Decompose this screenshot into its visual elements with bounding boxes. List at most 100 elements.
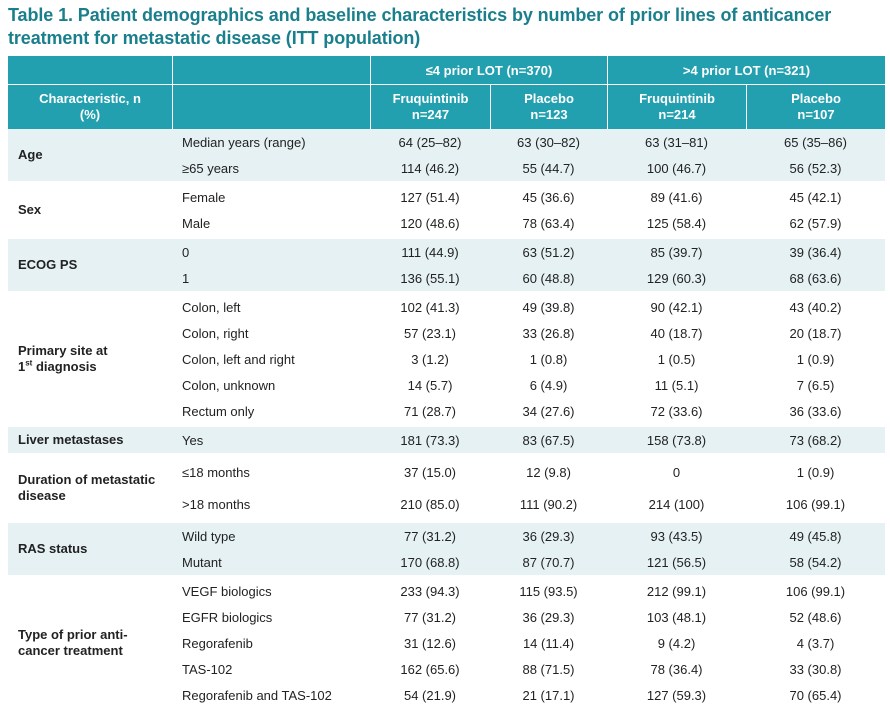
value-cell: 111 (90.2) <box>519 496 578 512</box>
subcategory-label: Colon, left <box>172 291 370 320</box>
value-cell: 14 (11.4) <box>522 635 575 651</box>
value-cell: 111 (44.9) <box>370 236 490 265</box>
value-cell: 64 (25–82) <box>370 129 490 155</box>
table-row: ECOG PS 0 111 (44.9) 63 (51.2) 85 (39.7) 39 (… <box>8 236 885 291</box>
value-cell: 31 (12.6) <box>403 635 457 651</box>
value-cell: 136 (55.1) <box>370 265 490 291</box>
table-row: Type of prior anti-cancer treatment VEGF … <box>8 575 885 658</box>
value-cell: 58 (54.2) <box>746 549 885 575</box>
table-row: Age Median years (range) 64 (25–82) 63 (30–… <box>8 129 885 181</box>
value-cell: 1 (0.5) <box>657 351 696 367</box>
value-cell: 1 (0.8) <box>529 351 568 367</box>
value-cell: 77 (31.2) <box>403 609 457 625</box>
value-cell: 106 (99.1) <box>746 575 885 604</box>
subcategory-label: Colon, right <box>182 325 249 341</box>
value-cell: 14 (5.7) <box>407 377 453 393</box>
value-cell: 103 (48.1) <box>646 609 707 625</box>
value-cell: 83 (67.5) <box>490 424 607 453</box>
value-cell: 70 (65.4) <box>789 687 842 703</box>
table-title: Table 1. Patient demographics and baseli… <box>8 5 832 48</box>
value-cell: 170 (68.8) <box>370 549 490 575</box>
value-cell: 36 (29.3) <box>522 609 575 625</box>
value-cell: 36 (33.6) <box>789 403 842 419</box>
value-cell: 45 (36.6) <box>490 181 607 210</box>
value-cell: 121 (56.5) <box>607 549 746 575</box>
value-cell: 125 (58.4) <box>646 215 707 231</box>
value-cell: 115 (93.5) <box>490 575 607 604</box>
value-cell: 212 (99.1) <box>607 575 746 604</box>
header-fruquintinib-le4: Fruquintinib n=247 <box>370 85 490 129</box>
characteristic-label: Duration of metastatic disease <box>8 453 172 520</box>
table-row: TAS-102 162 (65.6) 88 (71.5) 78 (36.4) 33 (3… <box>8 656 885 682</box>
table-row: EGFR biologics 77 (31.2) 36 (29.3) 103 (48.… <box>8 604 885 630</box>
value-cell: 89 (41.6) <box>607 181 746 210</box>
value-cell: 34 (27.6) <box>522 403 575 419</box>
value-cell: 43 (40.2) <box>746 291 885 320</box>
table-row: Mutant 170 (68.8) 87 (70.7) 121 (56.5) 58 (5… <box>8 549 885 575</box>
value-cell: 78 (36.4) <box>650 661 703 677</box>
value-cell: 73 (68.2) <box>746 424 885 453</box>
subcategory-label: Rectum only <box>182 403 255 419</box>
header-row-arms: Characteristic, n (%) Fruquintinib n=247 P… <box>8 85 885 129</box>
value-cell: 39 (36.4) <box>746 236 885 265</box>
value-cell: 78 (63.4) <box>522 215 575 231</box>
value-cell: 87 (70.7) <box>490 549 607 575</box>
value-cell: 100 (46.7) <box>607 155 746 181</box>
value-cell: 7 (6.5) <box>796 377 835 393</box>
value-cell: 56 (52.3) <box>746 155 885 181</box>
value-cell: 93 (43.5) <box>607 520 746 549</box>
value-cell: 1 (0.9) <box>796 351 835 367</box>
header-empty-cell <box>172 56 370 85</box>
subcategory-label: Regorafenib and TAS-102 <box>182 687 332 703</box>
value-cell: 90 (42.1) <box>607 291 746 320</box>
value-cell: 0 <box>607 453 746 488</box>
value-cell: 120 (48.6) <box>400 215 460 231</box>
value-cell: 127 (51.4) <box>370 181 490 210</box>
table-row: Male 120 (48.6) 78 (63.4) 125 (58.4) 62 (57.… <box>8 210 885 236</box>
subcategory-label: EGFR biologics <box>182 609 273 625</box>
subcategory-label: 1 <box>172 265 370 291</box>
subcategory-label: Female <box>172 181 370 210</box>
value-cell: 88 (71.5) <box>522 661 575 677</box>
subcategory-label: Male <box>182 215 211 231</box>
subcategory-label: Mutant <box>172 549 370 575</box>
table-row: 1 136 (55.1) 60 (48.8) 129 (60.3) 68 (63.6) <box>8 265 885 291</box>
table-row: Primary site at 1st diagnosis Colon, left 1… <box>8 291 885 374</box>
value-cell: 52 (48.6) <box>789 609 842 625</box>
value-cell: 127 (59.3) <box>646 687 707 703</box>
value-cell: 55 (44.7) <box>490 155 607 181</box>
subcategory-label: TAS-102 <box>182 661 233 677</box>
value-cell: 6 (4.9) <box>529 377 568 393</box>
subcategory-label: Regorafenib <box>182 635 253 651</box>
table-row: Rectum only 71 (28.7) 34 (27.6) 72 (33.6) 36… <box>8 398 885 424</box>
value-cell: 62 (57.9) <box>789 215 842 231</box>
value-cell: 4 (3.7) <box>796 635 835 651</box>
header-placebo-gt4: Placebo n=107 <box>746 85 885 129</box>
value-cell: 72 (33.6) <box>650 403 703 419</box>
subcategory-label: ≥65 years <box>172 155 370 181</box>
header-fruquintinib-gt4: Fruquintinib n=214 <box>607 85 746 129</box>
subcategory-label: Colon, unknown <box>182 377 276 393</box>
table-row: ≥65 years 114 (46.2) 55 (44.7) 100 (46.7) 56… <box>8 155 885 181</box>
subcategory-label: ≤18 months <box>172 453 370 488</box>
characteristic-label: Age <box>8 129 172 181</box>
value-cell: 49 (45.8) <box>746 520 885 549</box>
characteristic-label: ECOG PS <box>8 236 172 291</box>
table-row: Sex Female 127 (51.4) 45 (36.6) 89 (41.6) 45 … <box>8 181 885 217</box>
value-cell: 9 (4.2) <box>657 635 696 651</box>
value-cell: 40 (18.7) <box>650 325 703 341</box>
subcategory-label: 0 <box>172 236 370 265</box>
characteristic-label: Primary site at 1st diagnosis <box>8 291 172 424</box>
value-cell: 54 (21.9) <box>403 687 457 703</box>
value-cell: 63 (51.2) <box>490 236 607 265</box>
table-row: Regorafenib and TAS-102 54 (21.9) 21 (17.1… <box>8 682 885 708</box>
value-cell: 1 (0.9) <box>746 453 885 488</box>
value-cell: 3 (1.2) <box>411 351 449 367</box>
header-empty-cell <box>8 56 172 85</box>
table-row: Colon, right 57 (23.1) 33 (26.8) 40 (18.7) 2… <box>8 320 885 346</box>
value-cell: 68 (63.6) <box>746 265 885 291</box>
value-cell: 210 (85.0) <box>400 496 460 512</box>
header-characteristic: Characteristic, n (%) <box>8 85 172 129</box>
table-row: Duration of metastatic disease ≤18 months… <box>8 453 885 503</box>
table-row: Colon, unknown 14 (5.7) 6 (4.9) 11 (5.1) 7 (… <box>8 372 885 398</box>
